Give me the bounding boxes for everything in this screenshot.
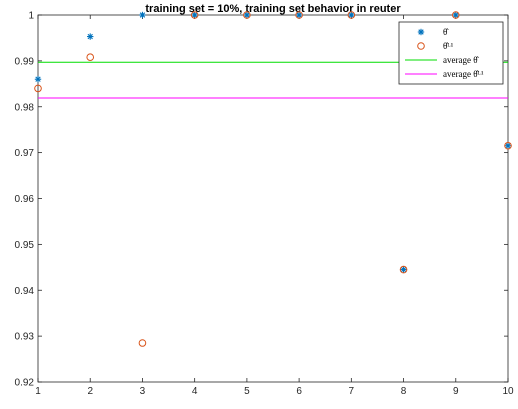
series-0-point-3	[191, 11, 198, 19]
series-0-point-6	[348, 11, 355, 19]
x-tick-label-2: 3	[140, 386, 146, 397]
series-1-point-5	[295, 11, 303, 19]
y-tick-label-0: 0.92	[15, 378, 35, 389]
y-tick-label-8: 1	[28, 11, 34, 22]
y-tick-label-4: 0.96	[15, 194, 35, 205]
y-tick-label-6: 0.98	[15, 102, 35, 113]
chart-title: training set = 10%, training set behavio…	[145, 3, 401, 15]
series-1-point-6	[347, 11, 356, 19]
legend-marker-1	[417, 42, 425, 50]
series-1-point-7	[399, 265, 408, 274]
series-1-point-2	[138, 339, 147, 347]
x-tick-label-7: 8	[401, 386, 407, 397]
series-1-point-3	[190, 11, 199, 19]
y-tick-label-7: 0.99	[15, 56, 35, 67]
x-tick-label-1: 2	[87, 386, 93, 397]
series-1-point-8	[451, 11, 460, 19]
series-0-point-1	[87, 33, 94, 40]
y-tick-label-5: 0.97	[15, 148, 35, 159]
series-1-point-4	[243, 11, 251, 19]
series-1-point-1	[86, 53, 95, 62]
series-0-point-7	[400, 266, 407, 273]
y-axis-ticks: 0.92 0.93 0.94 0.95 0.96 0.97 0.98 0.99 1	[15, 11, 508, 389]
x-tick-label-5: 6	[296, 386, 302, 397]
legend-label-1: θ̂ᴸ¹	[443, 41, 454, 51]
series-0-point-5	[295, 11, 303, 19]
series-0-point-0	[34, 76, 42, 83]
legend: θ̂ θ̂ᴸ¹ average θ̂ average θ̂ᴸ¹	[398, 21, 504, 85]
x-tick-label-8: 9	[453, 386, 459, 397]
y-tick-label-2: 0.94	[15, 286, 35, 297]
x-tick-label-0: 1	[35, 386, 41, 397]
y-tick-label-1: 0.93	[15, 332, 35, 343]
series-0-point-2	[139, 11, 146, 19]
series-0-point-4	[243, 11, 251, 19]
legend-label-0: θ̂	[443, 27, 449, 37]
x-tick-label-3: 4	[192, 386, 198, 397]
x-tick-label-4: 5	[244, 386, 250, 397]
x-tick-label-9: 10	[502, 386, 514, 397]
series-1-point-9	[504, 141, 512, 150]
series-1-point-0	[34, 84, 42, 93]
x-tick-label-6: 7	[349, 386, 355, 397]
y-tick-label-3: 0.95	[15, 240, 35, 251]
legend-label-2: average θ̂	[443, 55, 480, 65]
legend-label-3: average θ̂ᴸ¹	[443, 69, 484, 79]
series-0-point-9	[504, 142, 512, 149]
legend-marker-0	[417, 28, 425, 36]
series-0-point-8	[452, 11, 459, 19]
data-markers	[34, 11, 512, 347]
